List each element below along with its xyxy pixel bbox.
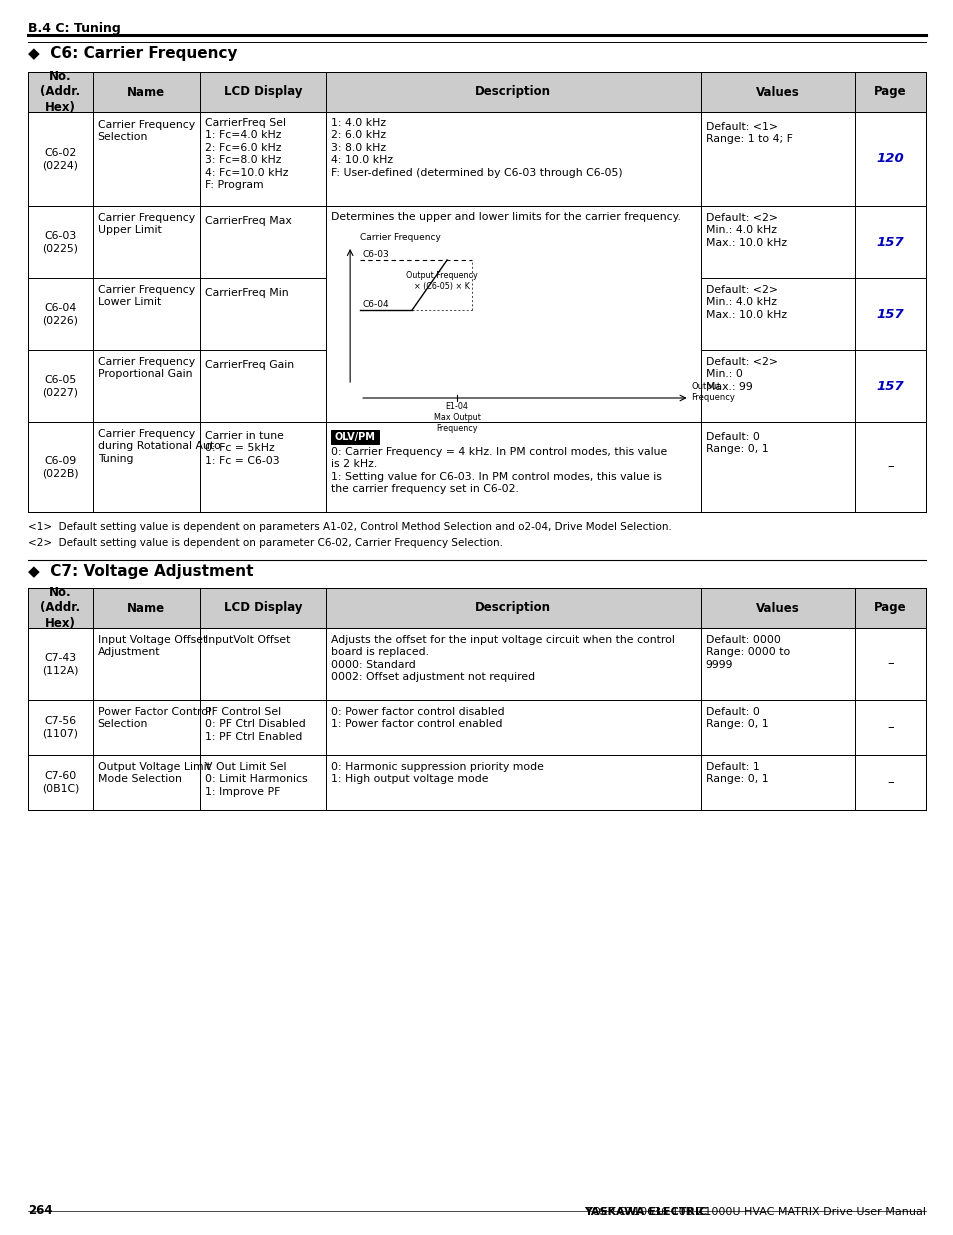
Text: B.4 C: Tuning: B.4 C: Tuning — [28, 22, 121, 35]
Text: –: – — [886, 657, 893, 671]
Text: CarrierFreq Sel
1: Fc=4.0 kHz
2: Fc=6.0 kHz
3: Fc=8.0 kHz
4: Fc=10.0 kHz
F: Prog: CarrierFreq Sel 1: Fc=4.0 kHz 2: Fc=6.0 … — [204, 119, 288, 190]
Text: 0: Power factor control disabled
1: Power factor control enabled: 0: Power factor control disabled 1: Powe… — [331, 706, 504, 730]
Text: C6-03
(0225): C6-03 (0225) — [42, 231, 78, 253]
Text: Default: 0
Range: 0, 1: Default: 0 Range: 0, 1 — [705, 432, 767, 454]
Text: <1>  Default setting value is dependent on parameters A1-02, Control Method Sele: <1> Default setting value is dependent o… — [28, 522, 671, 532]
Text: CarrierFreq Max: CarrierFreq Max — [204, 216, 291, 226]
Text: Page: Page — [873, 601, 906, 615]
Text: 0: Carrier Frequency = 4 kHz. In PM control modes, this value
is 2 kHz.
1: Setti: 0: Carrier Frequency = 4 kHz. In PM cont… — [331, 447, 667, 494]
Text: Description: Description — [475, 85, 551, 99]
Bar — [28, 206, 925, 422]
Text: E1-04
Max Output
Frequency: E1-04 Max Output Frequency — [434, 403, 480, 433]
Text: No.
(Addr.
Hex): No. (Addr. Hex) — [40, 70, 80, 114]
Text: Power Factor Control
Selection: Power Factor Control Selection — [97, 706, 211, 730]
Text: –: – — [886, 721, 893, 734]
Text: Output
Frequency: Output Frequency — [691, 382, 735, 403]
Text: Page: Page — [873, 85, 906, 99]
Bar — [28, 629, 925, 700]
Text: ◆  C6: Carrier Frequency: ◆ C6: Carrier Frequency — [28, 46, 237, 61]
Text: Carrier in tune
0: Fc = 5kHz
1: Fc = C6-03: Carrier in tune 0: Fc = 5kHz 1: Fc = C6-… — [204, 431, 283, 466]
Text: CarrierFreq Gain: CarrierFreq Gain — [204, 359, 294, 370]
Text: –: – — [886, 461, 893, 473]
Text: C6-05
(0227): C6-05 (0227) — [42, 374, 78, 398]
Text: Default: <2>
Min.: 0
Max.: 99: Default: <2> Min.: 0 Max.: 99 — [705, 357, 777, 391]
Text: C6-03: C6-03 — [362, 249, 389, 259]
Text: Default: 0
Range: 0, 1: Default: 0 Range: 0, 1 — [705, 706, 767, 730]
Text: –: – — [886, 776, 893, 789]
Text: Carrier Frequency
Upper Limit: Carrier Frequency Upper Limit — [97, 212, 194, 236]
Bar — [28, 700, 925, 755]
Text: 157: 157 — [876, 379, 903, 393]
Text: Default: <1>
Range: 1 to 4; F: Default: <1> Range: 1 to 4; F — [705, 122, 792, 144]
Text: Default: 0000
Range: 0000 to
9999: Default: 0000 Range: 0000 to 9999 — [705, 635, 789, 669]
Text: C6-09
(022B): C6-09 (022B) — [42, 456, 78, 478]
Text: C7-43
(112A): C7-43 (112A) — [42, 653, 78, 676]
Text: LCD Display: LCD Display — [223, 85, 302, 99]
Text: Values: Values — [755, 601, 799, 615]
Bar — [28, 422, 925, 513]
Text: TOEP C710636 10B Z1000U HVAC MATRIX Drive User Manual: TOEP C710636 10B Z1000U HVAC MATRIX Driv… — [581, 1207, 925, 1216]
Text: Input Voltage Offset
Adjustment: Input Voltage Offset Adjustment — [97, 635, 207, 657]
Text: YASKAWA ELECTRIC: YASKAWA ELECTRIC — [583, 1207, 706, 1216]
Text: Carrier Frequency
Selection: Carrier Frequency Selection — [97, 120, 194, 142]
Text: C7-60
(0B1C): C7-60 (0B1C) — [42, 772, 79, 794]
Text: 0: Harmonic suppression priority mode
1: High output voltage mode: 0: Harmonic suppression priority mode 1:… — [331, 762, 543, 784]
Bar — [28, 755, 925, 810]
Text: Default: 1
Range: 0, 1: Default: 1 Range: 0, 1 — [705, 762, 767, 784]
Text: PF Control Sel
0: PF Ctrl Disabled
1: PF Ctrl Enabled: PF Control Sel 0: PF Ctrl Disabled 1: PF… — [204, 706, 305, 742]
Text: ◆  C7: Voltage Adjustment: ◆ C7: Voltage Adjustment — [28, 564, 253, 579]
Text: 157: 157 — [876, 308, 903, 321]
Text: C6-04: C6-04 — [362, 300, 389, 309]
Bar — [331, 430, 378, 445]
Text: Carrier Frequency: Carrier Frequency — [360, 233, 440, 242]
Text: Description: Description — [475, 601, 551, 615]
Text: <2>  Default setting value is dependent on parameter C6-02, Carrier Frequency Se: <2> Default setting value is dependent o… — [28, 538, 502, 548]
Bar — [28, 72, 925, 112]
Text: Carrier Frequency
Proportional Gain: Carrier Frequency Proportional Gain — [97, 357, 194, 379]
Text: Carrier Frequency
Lower Limit: Carrier Frequency Lower Limit — [97, 285, 194, 308]
Text: CarrierFreq Min: CarrierFreq Min — [204, 288, 288, 298]
Text: Name: Name — [127, 85, 165, 99]
Text: 264: 264 — [28, 1204, 52, 1216]
Text: InputVolt Offset: InputVolt Offset — [204, 635, 290, 645]
Text: LCD Display: LCD Display — [223, 601, 302, 615]
Text: 120: 120 — [876, 152, 903, 165]
Text: V Out Limit Sel
0: Limit Harmonics
1: Improve PF: V Out Limit Sel 0: Limit Harmonics 1: Im… — [204, 762, 307, 797]
Text: No.
(Addr.
Hex): No. (Addr. Hex) — [40, 587, 80, 630]
Bar — [28, 112, 925, 206]
Text: OLV/PM: OLV/PM — [335, 432, 375, 442]
Text: Adjusts the offset for the input voltage circuit when the control
board is repla: Adjusts the offset for the input voltage… — [331, 635, 675, 682]
Bar — [28, 588, 925, 629]
Text: Default: <2>
Min.: 4.0 kHz
Max.: 10.0 kHz: Default: <2> Min.: 4.0 kHz Max.: 10.0 kH… — [705, 285, 786, 320]
Text: Values: Values — [755, 85, 799, 99]
Text: Default: <2>
Min.: 4.0 kHz
Max.: 10.0 kHz: Default: <2> Min.: 4.0 kHz Max.: 10.0 kH… — [705, 212, 786, 248]
Text: C6-04
(0226): C6-04 (0226) — [42, 303, 78, 325]
Text: Output Frequency
× (C6-05) × K: Output Frequency × (C6-05) × K — [406, 270, 477, 291]
Text: Name: Name — [127, 601, 165, 615]
Text: Carrier Frequency
during Rotational Auto-
Tuning: Carrier Frequency during Rotational Auto… — [97, 429, 224, 464]
Text: C6-02
(0224): C6-02 (0224) — [42, 148, 78, 170]
Text: 1: 4.0 kHz
2: 6.0 kHz
3: 8.0 kHz
4: 10.0 kHz
F: User-defined (determined by C6-0: 1: 4.0 kHz 2: 6.0 kHz 3: 8.0 kHz 4: 10.0… — [331, 119, 622, 178]
Text: Output Voltage Limit
Mode Selection: Output Voltage Limit Mode Selection — [97, 762, 211, 784]
Text: Determines the upper and lower limits for the carrier frequency.: Determines the upper and lower limits fo… — [331, 212, 680, 222]
Text: 157: 157 — [876, 236, 903, 248]
Text: C7-56
(1107): C7-56 (1107) — [42, 716, 78, 739]
